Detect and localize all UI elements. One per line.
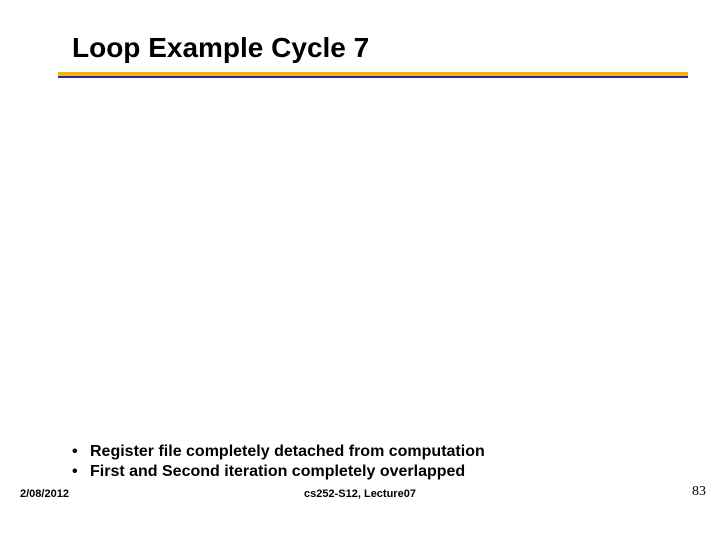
footer-lecture: cs252-S12, Lecture07 xyxy=(304,488,416,500)
page-number: 83 xyxy=(692,484,706,500)
bullet-list: Register file completely detached from c… xyxy=(72,442,485,482)
slide-title: Loop Example Cycle 7 xyxy=(72,32,369,64)
footer-date: 2/08/2012 xyxy=(20,488,69,500)
bullet-item: Register file completely detached from c… xyxy=(72,442,485,462)
title-underline-blue xyxy=(58,76,688,78)
slide: Loop Example Cycle 7 Register file compl… xyxy=(0,0,720,540)
bullet-item: First and Second iteration completely ov… xyxy=(72,462,485,482)
